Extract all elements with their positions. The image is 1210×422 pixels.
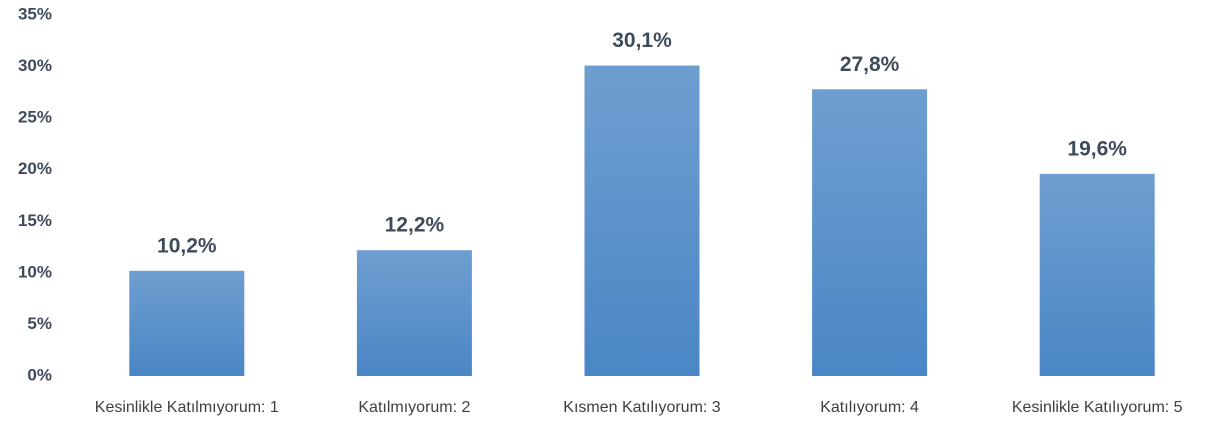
x-tick-label: Kesinlikle Katılmıyorum: 1 xyxy=(95,399,279,416)
y-tick-label: 15% xyxy=(18,211,52,230)
bar xyxy=(1039,173,1155,376)
value-label: 10,2% xyxy=(157,234,217,257)
y-tick-label: 25% xyxy=(18,108,52,127)
bar xyxy=(584,65,700,376)
value-label: 12,2% xyxy=(385,214,445,237)
bar xyxy=(356,250,472,376)
y-tick-label: 20% xyxy=(18,159,52,178)
y-tick-label: 10% xyxy=(18,262,52,281)
value-label: 27,8% xyxy=(840,53,900,76)
value-label: 30,1% xyxy=(612,29,672,52)
x-tick-label: Kısmen Katılıyorum: 3 xyxy=(563,399,720,416)
bar xyxy=(812,89,928,377)
value-label: 19,6% xyxy=(1067,137,1127,160)
x-tick-label: Katılıyorum: 4 xyxy=(820,399,919,416)
x-tick-label: Kesinlikle Katılıyorum: 5 xyxy=(1012,399,1183,416)
x-tick-label: Katılmıyorum: 2 xyxy=(358,399,470,416)
y-tick-label: 30% xyxy=(18,56,52,75)
y-tick-label: 5% xyxy=(27,314,52,333)
y-tick-label: 35% xyxy=(18,4,52,23)
bar xyxy=(129,270,245,376)
y-tick-label: 0% xyxy=(27,365,52,384)
